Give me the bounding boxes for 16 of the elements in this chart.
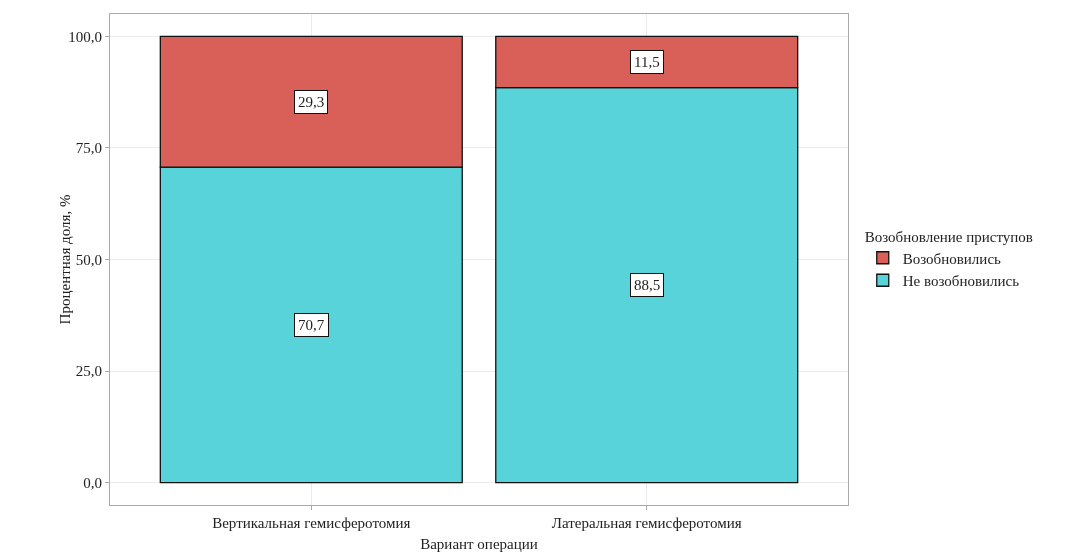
y-tick-label: 100,0: [68, 28, 102, 45]
data-label: 70,7: [298, 317, 325, 333]
y-tick-label: 50,0: [75, 251, 102, 268]
y-tick-label: 0,0: [83, 474, 102, 491]
y-axis-title: Процентная доля, %: [57, 194, 73, 325]
data-label: 88,5: [634, 277, 661, 293]
y-tick-label: 25,0: [75, 363, 102, 380]
data-label: 11,5: [634, 54, 660, 70]
x-axis-title: Вариант операции: [420, 536, 538, 552]
legend-label: Возобновились: [902, 250, 1002, 267]
data-label: 29,3: [298, 94, 325, 110]
legend-title: Возобновление приступов: [864, 228, 1033, 245]
x-tick-label: Латеральная гемисферотомия: [551, 515, 742, 531]
x-tick-label: Вертикальная гемисферотомия: [212, 515, 411, 531]
legend-label: Не возобновились: [902, 273, 1020, 290]
y-tick-label: 75,0: [75, 140, 102, 157]
